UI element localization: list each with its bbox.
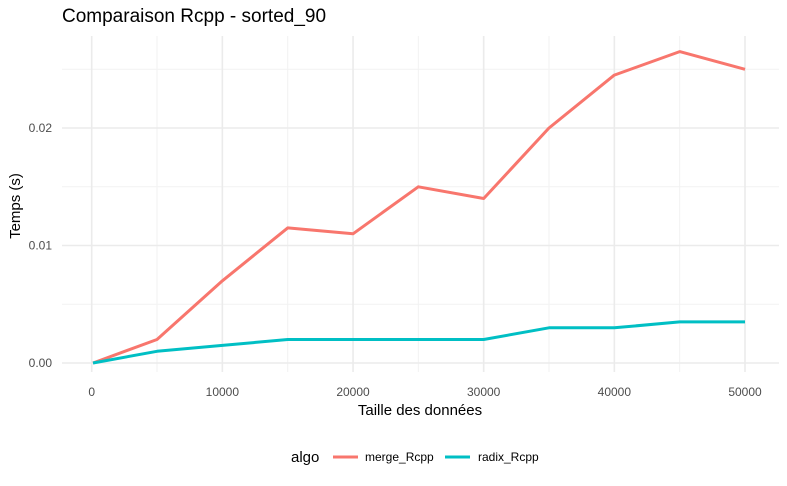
x-tick-label: 40000 bbox=[598, 385, 632, 399]
plot-panel bbox=[62, 36, 779, 372]
x-tick-label: 30000 bbox=[467, 385, 501, 399]
x-tick-label: 50000 bbox=[728, 385, 762, 399]
y-tick-label: 0.01 bbox=[29, 239, 53, 253]
series-line-merge-rcpp bbox=[92, 50, 746, 365]
x-axis-tick-labels: 0 10000 20000 30000 40000 50000 bbox=[88, 385, 762, 399]
y-axis-tick-labels: 0.00 0.01 0.02 bbox=[29, 121, 53, 370]
y-axis-title: Temps (s) bbox=[7, 173, 24, 239]
legend-title: algo bbox=[291, 449, 319, 466]
chart-title: Comparaison Rcpp - sorted_90 bbox=[62, 6, 326, 27]
legend-label-radix-rcpp: radix_Rcpp bbox=[478, 450, 539, 464]
x-axis-title: Taille des données bbox=[358, 402, 482, 419]
x-tick-label: 0 bbox=[88, 385, 95, 399]
legend: algo merge_Rcpp radix_Rcpp bbox=[291, 449, 539, 466]
series-lines bbox=[92, 50, 746, 365]
legend-label-merge-rcpp: merge_Rcpp bbox=[365, 450, 434, 464]
major-gridlines bbox=[62, 36, 779, 372]
x-tick-label: 10000 bbox=[206, 385, 240, 399]
y-tick-label: 0.02 bbox=[29, 121, 53, 135]
series-line-radix-rcpp bbox=[92, 320, 745, 365]
x-tick-label: 20000 bbox=[336, 385, 370, 399]
y-tick-label: 0.00 bbox=[29, 356, 53, 370]
